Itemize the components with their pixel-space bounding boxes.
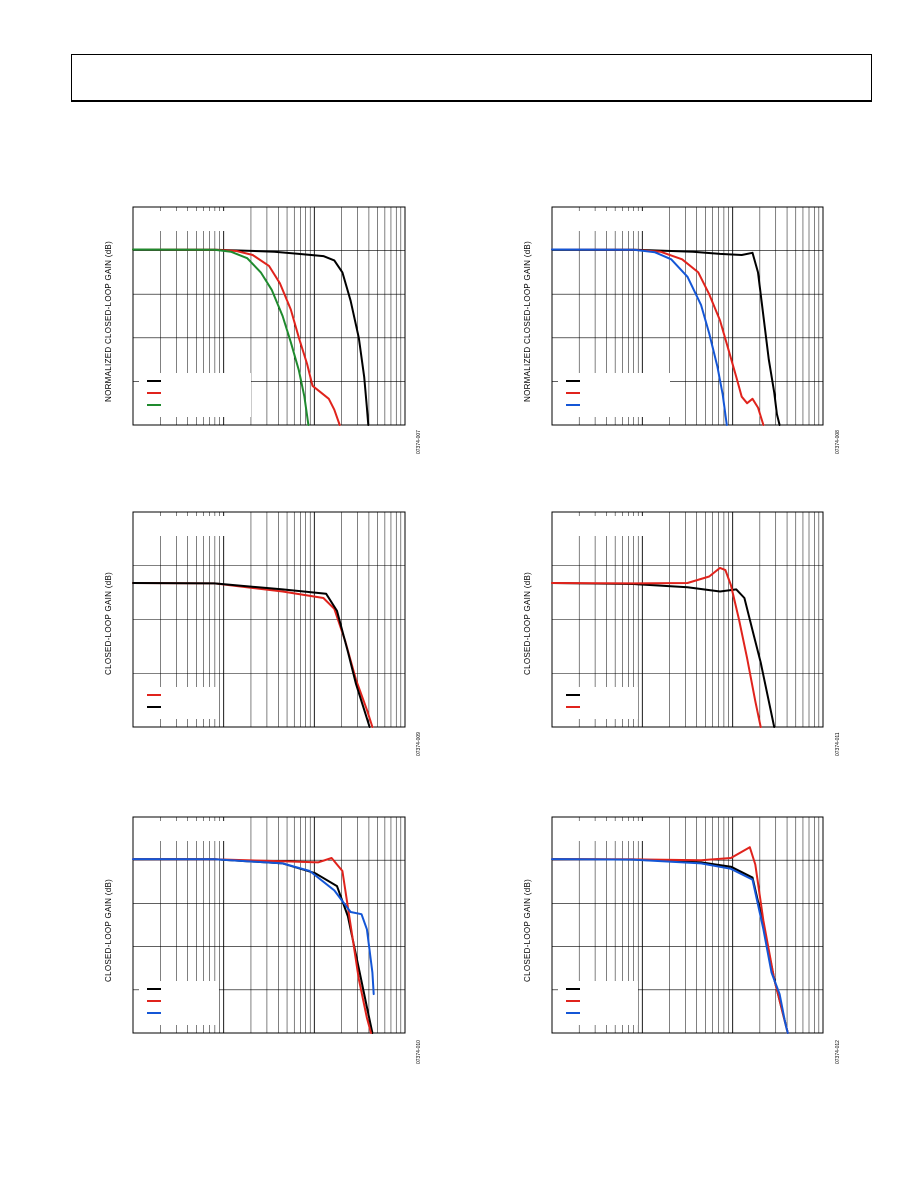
chart-panel-3 — [132, 511, 406, 728]
legend-box — [139, 981, 219, 1025]
chart-panel-6 — [551, 816, 824, 1034]
plot-frame — [132, 816, 406, 1034]
y-axis-label: CLOSED-LOOP GAIN (dB) — [104, 878, 113, 982]
y-axis-label: CLOSED-LOOP GAIN (dB) — [523, 878, 532, 982]
series-line — [551, 248, 765, 426]
chart-svg — [132, 206, 406, 426]
y-axis-label: NORMALIZED CLOSED-LOOP GAIN (dB) — [104, 240, 113, 402]
figure-id: 07374-008 — [835, 430, 841, 454]
series-line — [132, 857, 372, 1034]
annotation-mask — [139, 821, 235, 841]
chart-panel-2 — [551, 206, 824, 426]
chart-panel-1 — [132, 206, 406, 426]
figure-id: 07374-011 — [835, 732, 841, 756]
series-line — [132, 248, 310, 426]
plot-frame — [132, 511, 406, 728]
legend-box — [558, 981, 638, 1025]
legend-box — [139, 687, 219, 719]
plot-frame — [132, 206, 406, 426]
series-line — [551, 582, 776, 728]
series-line — [132, 582, 371, 728]
chart-svg — [551, 206, 824, 426]
y-axis-label: CLOSED-LOOP GAIN (dB) — [523, 571, 532, 675]
plot-frame — [551, 816, 824, 1034]
chart-panel-4 — [551, 511, 824, 728]
chart-svg — [132, 511, 406, 728]
series-line — [551, 566, 762, 728]
chart-svg — [132, 816, 406, 1034]
series-line — [132, 248, 341, 426]
page-header-box — [71, 54, 872, 102]
chart-svg — [551, 511, 824, 728]
series-line — [132, 858, 375, 996]
annotation-mask — [139, 211, 235, 231]
annotation-mask — [558, 516, 654, 536]
figure-id: 07374-009 — [416, 732, 422, 756]
y-axis-label: NORMALIZED CLOSED-LOOP GAIN (dB) — [523, 240, 532, 402]
annotation-mask — [139, 516, 235, 536]
chart-svg — [551, 816, 824, 1034]
plot-frame — [551, 511, 824, 728]
chart-panel-5 — [132, 816, 406, 1034]
figure-id: 07374-007 — [416, 430, 422, 454]
series-line — [132, 248, 370, 426]
series-line — [551, 248, 781, 426]
plot-frame — [551, 206, 824, 426]
legend-box — [139, 373, 251, 417]
figure-id: 07374-012 — [835, 1040, 841, 1064]
series-line — [551, 858, 789, 1034]
legend-box — [558, 373, 670, 417]
legend-box — [558, 687, 638, 719]
series-line — [551, 248, 728, 426]
figure-id: 07374-010 — [416, 1040, 422, 1064]
series-line — [551, 846, 789, 1034]
y-axis-label: CLOSED-LOOP GAIN (dB) — [104, 571, 113, 675]
annotation-mask — [558, 211, 654, 231]
annotation-mask — [558, 821, 654, 841]
